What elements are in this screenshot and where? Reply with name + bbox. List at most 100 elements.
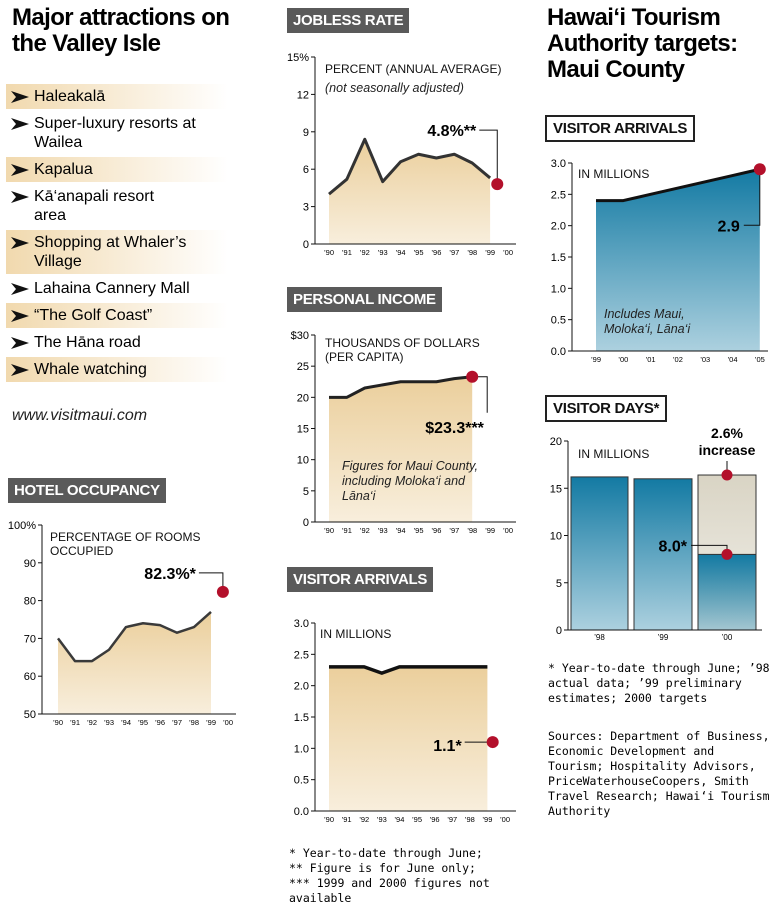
- bar: [697, 553, 757, 631]
- x-tick-label: ’99: [658, 633, 669, 642]
- dot: [466, 370, 479, 383]
- x-tick-label: ’92: [360, 248, 370, 257]
- x-tick-label: ’95: [138, 718, 148, 727]
- highlight-label: 2.9: [718, 218, 740, 235]
- x-tick-label: ’98: [189, 718, 199, 727]
- x-tick-label: ’93: [104, 718, 114, 727]
- y-tick-label: 6: [303, 164, 309, 176]
- attraction-text: Lahaina Cannery Mall: [34, 280, 190, 297]
- y-tick-label: 0.0: [551, 346, 566, 358]
- x-tick-label: ’99: [591, 355, 601, 364]
- attraction: Haleakalā: [6, 84, 228, 109]
- attraction: Whale watching: [6, 357, 228, 382]
- line: [56, 611, 212, 663]
- attraction: Super-luxury resorts at Wailea: [6, 111, 228, 155]
- y-tick-label: 2.0: [551, 221, 566, 233]
- arrow-icon: [11, 364, 29, 376]
- y-tick-label: 70: [24, 633, 36, 645]
- x-tick-label: ’95: [413, 526, 423, 535]
- y-tick-label: 25: [297, 361, 309, 373]
- attraction: “The Golf Coast”: [6, 303, 228, 328]
- chart-title: PERSONAL INCOME: [287, 287, 442, 312]
- x-tick-label: ’94: [394, 815, 404, 824]
- leader-line: [198, 572, 224, 592]
- axis-label: PERCENTAGE OF ROOMS OCCUPIED: [50, 530, 201, 558]
- area: [329, 139, 491, 244]
- attraction-text: Kapalua: [34, 161, 93, 178]
- y-tick-label: 3.0: [294, 618, 309, 630]
- y-tick-label: 3.0: [551, 158, 566, 170]
- sources: Sources: Department of Business, Economi…: [548, 729, 770, 818]
- y-tick-label: 9: [303, 127, 309, 139]
- y-tick-label: 5: [556, 578, 562, 590]
- highlight-label: $23.3***: [425, 420, 484, 437]
- x-tick-label: ’97: [172, 718, 182, 727]
- highlight-label: 82.3%*: [144, 566, 196, 583]
- attraction: The Hāna road: [6, 330, 228, 355]
- x-tick-label: ’99: [485, 526, 495, 535]
- x-tick-label: ’92: [359, 815, 369, 824]
- bar: [633, 478, 693, 631]
- x-tick-label: ’94: [396, 248, 406, 257]
- x-tick-label: ’93: [378, 248, 388, 257]
- x-tick-label: ’97: [449, 248, 459, 257]
- y-tick-label: 2.0: [294, 681, 309, 693]
- right-title: Hawai‘i Tourism Authority targets: Maui …: [547, 4, 738, 83]
- attraction-text: Super-luxury resorts at Wailea: [34, 115, 196, 151]
- attractions: Haleakalā Super-luxury resorts at Wailea K…: [6, 84, 228, 384]
- arrow-icon: [11, 191, 29, 203]
- area: [329, 376, 473, 522]
- x-tick-label: ’93: [378, 526, 388, 535]
- note: Figures for Maui County, including Molok…: [342, 459, 478, 503]
- x-tick-label: ’91: [342, 526, 352, 535]
- axis-label: PERCENT (ANNUAL AVERAGE): [325, 62, 502, 76]
- x-tick-label: ’00: [503, 526, 513, 535]
- attraction: Lahaina Cannery Mall: [6, 276, 228, 301]
- x-tick-label: ’00: [223, 718, 233, 727]
- chart-title: VISITOR ARRIVALS: [287, 567, 434, 592]
- x-tick-label: ’90: [324, 248, 334, 257]
- attraction: Kā‘anapali resort area: [6, 184, 228, 228]
- y-tick-label: 10: [550, 531, 562, 543]
- y-tick-label: 0.5: [551, 315, 566, 327]
- attraction: Shopping at Whaler’s Village: [6, 230, 228, 274]
- x-tick-label: ’99: [482, 815, 492, 824]
- axis-label: THOUSANDS OF DOLLARS (PER CAPITA): [325, 336, 480, 364]
- line: [328, 137, 492, 196]
- y-tick-label: 2.5: [551, 189, 566, 201]
- y-tick-label: 0.0: [294, 806, 309, 818]
- area: [596, 169, 760, 351]
- axis-label: IN MILLIONS: [578, 167, 650, 181]
- arrow-icon: [11, 283, 29, 295]
- x-tick-label: ’03: [700, 355, 710, 364]
- value-label: 8.0*: [659, 538, 688, 555]
- subtitle: (not seasonally adjusted): [325, 81, 464, 95]
- y-tick-label: 1.5: [551, 252, 566, 264]
- y-tick-label: 20: [297, 392, 309, 404]
- y-tick-label: 80: [24, 596, 36, 608]
- x-tick-label: ’92: [87, 718, 97, 727]
- x-tick-label: ’96: [431, 526, 441, 535]
- area: [329, 666, 488, 811]
- attraction-text: Shopping at Whaler’s Village: [34, 234, 187, 270]
- x-tick-label: ’93: [377, 815, 387, 824]
- x-tick-label: ’91: [342, 248, 352, 257]
- chart-title: HOTEL OCCUPANCY: [8, 478, 166, 503]
- left-title: Major attractions on the Valley Isle: [12, 4, 230, 57]
- attraction-text: Whale watching: [34, 361, 147, 378]
- axis-label: IN MILLIONS: [578, 447, 650, 461]
- y-tick-label: 15: [550, 483, 562, 495]
- x-tick-label: ’96: [430, 815, 440, 824]
- footnote: * Year-to-date through June;: [289, 846, 483, 860]
- x-tick-label: ’98: [465, 815, 475, 824]
- arrow-icon: [11, 118, 29, 130]
- footnote: ** Figure is for June only;: [289, 861, 476, 875]
- x-tick-label: ’96: [155, 718, 165, 727]
- arrow-icon: [11, 91, 29, 103]
- y-tick-label: 90: [24, 558, 36, 570]
- y-tick-label: 3: [303, 202, 309, 214]
- x-tick-label: ’91: [70, 718, 80, 727]
- y-tick-label: 1.0: [294, 743, 309, 755]
- y-tick-label: 0: [303, 517, 309, 529]
